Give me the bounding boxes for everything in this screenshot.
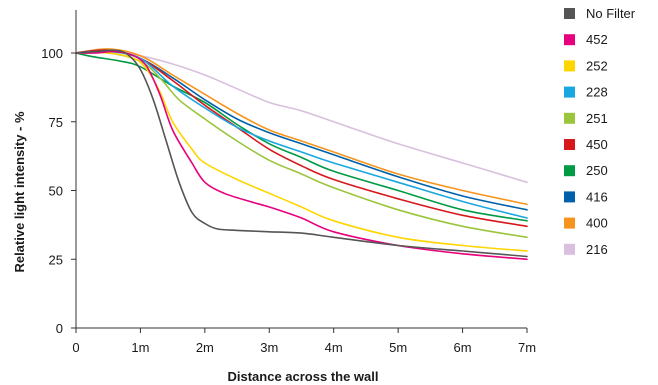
legend: No Filter 452 252 228 251 450 250 416 400 216 bbox=[564, 6, 636, 257]
y-ticks: 0 25 50 75 100 bbox=[41, 46, 76, 336]
legend-swatch-252 bbox=[564, 60, 575, 72]
series-line-400 bbox=[75, 48, 528, 206]
x-tick-label: 1m bbox=[131, 340, 149, 355]
legend-swatch-416 bbox=[564, 191, 575, 203]
legend-label-452: 452 bbox=[586, 32, 608, 47]
x-ticks: 0 1m 2m 3m 4m 5m 6m 7m bbox=[72, 328, 536, 355]
legend-swatch-251 bbox=[564, 112, 575, 124]
series-line-228 bbox=[75, 50, 528, 219]
series-line-452 bbox=[75, 50, 528, 261]
y-tick-label: 100 bbox=[41, 46, 63, 61]
legend-swatch-452 bbox=[564, 34, 575, 46]
legend-label-450: 450 bbox=[586, 137, 608, 152]
x-tick-label: 6m bbox=[454, 340, 472, 355]
legend-label-no-filter: No Filter bbox=[586, 6, 636, 21]
legend-label-251: 251 bbox=[586, 111, 608, 126]
y-tick-label: 50 bbox=[49, 184, 63, 199]
legend-swatch-no-filter bbox=[564, 8, 575, 19]
series-line-250 bbox=[75, 52, 528, 222]
legend-label-250: 250 bbox=[586, 163, 608, 178]
legend-swatch-216 bbox=[564, 243, 575, 255]
legend-swatch-400 bbox=[564, 217, 575, 229]
y-tick-label: 0 bbox=[56, 321, 63, 336]
axes bbox=[75, 10, 527, 329]
series-line-no-filter bbox=[75, 49, 528, 258]
legend-swatch-228 bbox=[564, 86, 575, 98]
y-tick-label: 25 bbox=[49, 252, 63, 267]
legend-label-416: 416 bbox=[586, 189, 608, 204]
legend-label-400: 400 bbox=[586, 216, 608, 231]
legend-label-228: 228 bbox=[586, 85, 608, 100]
series-line-216 bbox=[75, 50, 528, 184]
x-axis-title: Distance across the wall bbox=[227, 369, 378, 384]
legend-swatch-450 bbox=[564, 139, 575, 150]
x-tick-label: 2m bbox=[196, 340, 214, 355]
x-tick-label: 4m bbox=[325, 340, 343, 355]
series-line-252 bbox=[75, 51, 528, 252]
legend-swatch-250 bbox=[564, 165, 575, 177]
legend-label-252: 252 bbox=[586, 58, 608, 73]
x-tick-label: 7m bbox=[518, 340, 536, 355]
y-axis-title: Relative light intensity - % bbox=[12, 111, 27, 273]
x-tick-label: 0 bbox=[72, 340, 79, 355]
x-tick-label: 5m bbox=[389, 340, 407, 355]
legend-label-216: 216 bbox=[586, 242, 608, 257]
y-tick-label: 75 bbox=[49, 115, 63, 130]
plot-area bbox=[75, 48, 528, 261]
x-tick-label: 3m bbox=[260, 340, 278, 355]
